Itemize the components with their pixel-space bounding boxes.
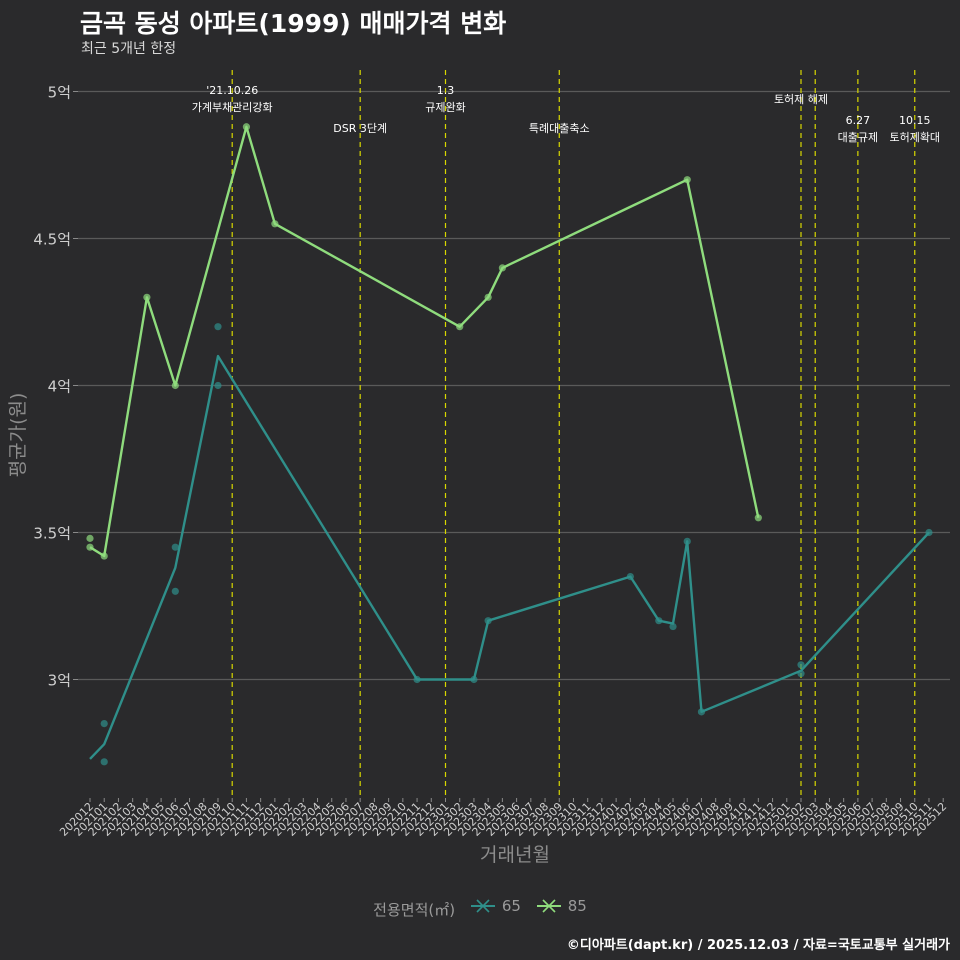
gridlines (78, 90, 950, 681)
data-point-65 (797, 661, 805, 669)
data-point-65 (669, 622, 677, 631)
event-label: 10.15 (899, 114, 931, 127)
data-point-85 (498, 264, 506, 272)
data-point-65 (626, 573, 634, 581)
x-axis-title: 거래년월 (480, 844, 550, 866)
data-point-65 (100, 720, 108, 728)
data-point-65 (470, 675, 478, 684)
data-point-85 (683, 176, 691, 184)
event-label: 가계부채관리강화 (192, 101, 273, 114)
event-label: 대출규제 (838, 131, 878, 144)
legend: 전용면적(㎡) 65 85 (0, 897, 960, 920)
event-label: 1.3 (437, 84, 455, 97)
y-tick-label: 5억 (48, 84, 71, 102)
event-label: '21.10.26 (206, 84, 258, 97)
event-label: 토허제확대 (889, 131, 940, 144)
event-label: 토허제 해제 (774, 92, 828, 106)
y-tick-label: 4.5억 (33, 231, 71, 249)
source-caption: ©디아파트(dapt.kr) / 2025.12.03 / 자료=국토교통부 실… (566, 938, 950, 953)
legend-label-65: 65 (501, 897, 521, 915)
data-point-85 (456, 323, 464, 331)
data-point-65 (797, 670, 805, 678)
y-tick-label: 3억 (48, 672, 71, 690)
event-label: DSR 3단계 (333, 122, 387, 135)
data-point-85 (271, 220, 279, 228)
legend-key-65-icon (470, 899, 495, 913)
data-point-65 (171, 543, 179, 551)
data-point-65 (214, 381, 222, 390)
data-point-85 (143, 293, 151, 301)
data-point-85 (242, 123, 251, 131)
y-tick-label: 4억 (48, 378, 71, 396)
data-point-65 (100, 758, 108, 766)
data-point-65 (484, 617, 492, 625)
chart-subtitle: 최근 5개년 한정 (81, 41, 177, 57)
data-point-65 (683, 537, 691, 545)
legend-title: 전용면적(㎡) (373, 901, 456, 919)
y-axis-ticks: 3억 3.5억 4억 4.5억 5억 (33, 84, 78, 690)
data-point-85 (100, 552, 108, 560)
chart-title: 금곡 동성 아파트(1999) 매매가격 변화 (80, 9, 507, 38)
y-axis-title: 평균가(원) (7, 393, 29, 478)
data-point-65 (171, 587, 179, 595)
data-point-65 (214, 323, 222, 331)
event-label: 6.27 (846, 114, 871, 127)
data-point-85 (754, 514, 762, 522)
x-axis-ticks: 2020122021012021022021032021042021052021… (57, 798, 949, 839)
legend-item-65: 65 (470, 897, 521, 915)
data-point-65 (413, 675, 421, 684)
legend-item-85: 85 (536, 897, 587, 915)
data-point-85 (86, 534, 94, 542)
series-line-65 (89, 354, 930, 760)
data-point-85 (86, 543, 94, 551)
data-point-65 (925, 528, 933, 537)
data-point-85 (484, 293, 492, 301)
legend-key-85-icon (536, 899, 561, 913)
data-point-85 (171, 381, 179, 390)
event-label: 규제완화 (425, 101, 465, 114)
legend-label-85: 85 (567, 897, 587, 915)
data-point-65 (697, 708, 706, 716)
data-point-65 (655, 617, 663, 625)
y-tick-label: 3.5억 (33, 525, 71, 543)
event-label: 특례대출축소 (529, 122, 590, 135)
series-points (86, 123, 933, 766)
